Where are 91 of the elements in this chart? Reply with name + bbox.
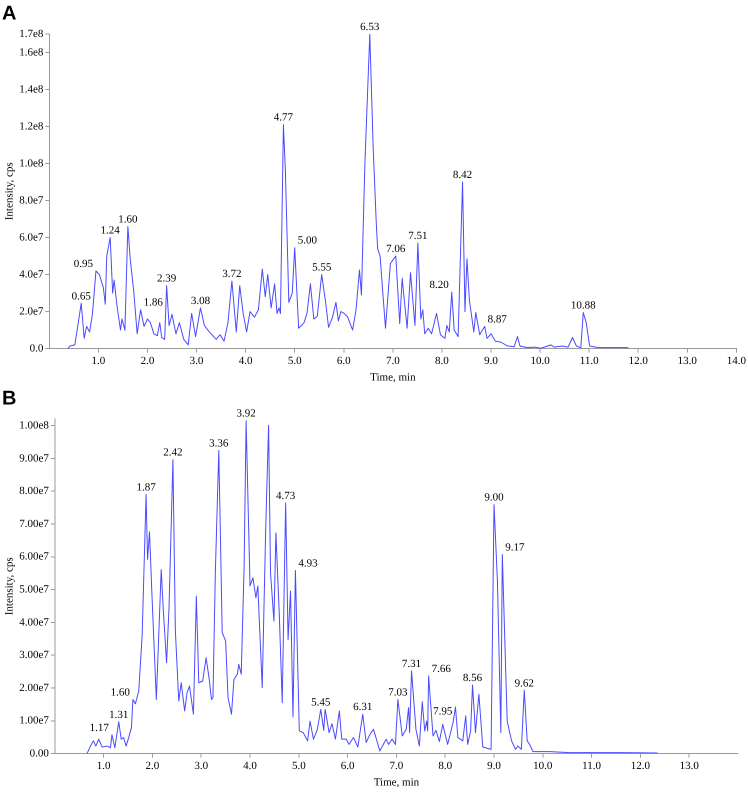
x-tick-label: 10.0 bbox=[530, 355, 550, 368]
x-tick-label: 11.0 bbox=[580, 355, 600, 368]
y-tick-label: 8.0e7 bbox=[19, 194, 44, 206]
x-tick-label: 12.0 bbox=[628, 355, 648, 368]
x-tick-label: 8.0 bbox=[438, 760, 453, 772]
annotation: 8.56 bbox=[462, 672, 483, 684]
annotation: 10.88 bbox=[570, 300, 596, 312]
annotation: 6.53 bbox=[360, 21, 380, 33]
y-tick-label: 8.00e7 bbox=[19, 485, 50, 498]
annotation: 1.31 bbox=[109, 708, 128, 721]
annotation: 5.00 bbox=[298, 234, 318, 247]
y-tick-label: 1.2e8 bbox=[19, 120, 44, 132]
y-tick-label: 1.00e7 bbox=[19, 714, 50, 727]
y-tick-label: 7.00e7 bbox=[19, 518, 50, 530]
annotation: 8.20 bbox=[429, 279, 450, 292]
y-tick-label: 2.00e7 bbox=[19, 682, 50, 694]
annotation: 6.31 bbox=[353, 701, 372, 714]
x-tick-label: 2.0 bbox=[146, 760, 160, 772]
annotation: 4.77 bbox=[274, 112, 294, 124]
annotation: 3.92 bbox=[236, 408, 256, 420]
annotation: 7.51 bbox=[408, 230, 428, 242]
annotation: 8.87 bbox=[488, 313, 508, 326]
annotation: 4.93 bbox=[298, 558, 318, 570]
annotation: 1.24 bbox=[100, 224, 120, 237]
annotation: 5.45 bbox=[311, 696, 331, 708]
x-tick-label: 7.0 bbox=[386, 355, 400, 368]
x-tick-label: 1.0 bbox=[96, 760, 112, 772]
x-tick-label: 4.0 bbox=[243, 760, 258, 772]
x-tick-label: 9.0 bbox=[487, 760, 502, 772]
annotation: 7.95 bbox=[433, 705, 453, 718]
annotation: 1.87 bbox=[136, 481, 156, 494]
chart-title: A bbox=[2, 2, 16, 25]
annotation: 7.66 bbox=[432, 662, 452, 675]
x-tick-label: 5.0 bbox=[292, 760, 306, 772]
y-axis-title: Intensity, cps bbox=[3, 557, 16, 616]
annotation: 8.42 bbox=[452, 169, 472, 182]
annotation: 7.03 bbox=[388, 686, 408, 698]
annotation: 1.17 bbox=[90, 722, 110, 734]
y-tick-label: 5.00e7 bbox=[19, 583, 50, 596]
x-tick-label: 6.0 bbox=[340, 760, 355, 772]
annotation: 7.06 bbox=[386, 243, 406, 256]
x-axis-title: Time, min bbox=[370, 371, 416, 384]
annotation: 9.00 bbox=[484, 492, 504, 504]
x-tick-label: 7.0 bbox=[390, 760, 404, 772]
x-tick-label: 8.0 bbox=[435, 355, 450, 368]
x-tick-label: 1.0 bbox=[92, 355, 106, 368]
y-tick-label: 1.6e8 bbox=[19, 46, 44, 58]
chart-title: B bbox=[2, 388, 16, 410]
x-tick-label: 9.0 bbox=[484, 355, 498, 368]
annotation: 0.95 bbox=[74, 258, 94, 270]
x-tick-label: 14.0 bbox=[726, 355, 746, 368]
annotation: 0.65 bbox=[72, 290, 92, 302]
annotation: 3.08 bbox=[190, 294, 211, 307]
x-tick-label: 12.0 bbox=[630, 760, 651, 772]
annotation: 2.39 bbox=[156, 272, 177, 285]
y-tick-label: 6.00e7 bbox=[19, 550, 50, 563]
x-tick-label: 13.0 bbox=[678, 355, 698, 368]
y-tick-label: 1.00e8 bbox=[19, 419, 50, 432]
x-tick-label: 5.0 bbox=[288, 355, 302, 368]
y-tick-label: 6.0e7 bbox=[19, 231, 44, 244]
x-axis-title: Time, min bbox=[374, 776, 420, 788]
annotation: 5.55 bbox=[312, 262, 332, 274]
annotation: 9.62 bbox=[514, 677, 534, 690]
x-tick-label: 3.0 bbox=[194, 760, 209, 772]
annotation: 3.36 bbox=[209, 437, 229, 450]
x-tick-label: 13.0 bbox=[680, 760, 700, 772]
x-tick-label: 4.0 bbox=[238, 355, 254, 368]
y-tick-label: 4.00e7 bbox=[19, 616, 50, 628]
x-tick-label: 2.0 bbox=[140, 355, 155, 368]
y-tick-label: 1.0e8 bbox=[19, 157, 44, 170]
y-tick-label: 3.00e7 bbox=[19, 649, 50, 662]
y-tick-label: 9.00e7 bbox=[19, 452, 50, 464]
y-tick-label: 4.0e7 bbox=[19, 268, 44, 280]
annotation: 1.60 bbox=[118, 213, 138, 226]
x-tick-label: 6.0 bbox=[336, 355, 352, 368]
annotation: 3.72 bbox=[222, 268, 242, 280]
x-tick-label: 11.0 bbox=[582, 760, 602, 772]
annotation: 2.42 bbox=[163, 446, 183, 459]
x-tick-label: 3.0 bbox=[190, 355, 204, 368]
annotation: 4.73 bbox=[276, 490, 296, 502]
annotation: 1.86 bbox=[144, 296, 164, 309]
y-axis-title: Intensity, cps bbox=[3, 162, 16, 220]
annotation: 9.17 bbox=[505, 541, 526, 554]
annotation: 1.60 bbox=[110, 686, 130, 698]
y-tick-label: 0.0 bbox=[30, 342, 44, 354]
y-tick-label: 2.0e7 bbox=[19, 305, 44, 318]
x-tick-label: 10.0 bbox=[533, 760, 553, 772]
y-tick-label: 1.7e8 bbox=[19, 28, 44, 40]
y-tick-label: 1.4e8 bbox=[19, 83, 44, 96]
y-tick-label: 0.00 bbox=[30, 747, 50, 760]
annotation: 7.31 bbox=[402, 658, 422, 670]
